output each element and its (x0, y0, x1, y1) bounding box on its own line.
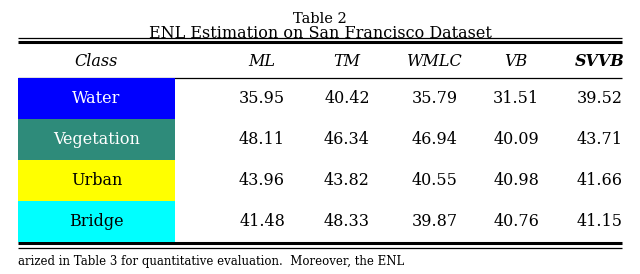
Text: SVVB: SVVB (575, 53, 625, 70)
Text: 31.51: 31.51 (493, 90, 539, 107)
Text: Bridge: Bridge (69, 213, 124, 230)
Text: Class: Class (75, 53, 118, 70)
Text: 48.11: 48.11 (239, 131, 285, 148)
Text: WMLC: WMLC (407, 53, 463, 70)
Text: 41.66: 41.66 (577, 172, 623, 189)
Text: TM: TM (333, 53, 360, 70)
Text: 41.15: 41.15 (577, 213, 623, 230)
Text: VB: VB (504, 53, 527, 70)
Text: Table 2: Table 2 (293, 12, 347, 26)
Text: 43.82: 43.82 (324, 172, 370, 189)
Text: 46.34: 46.34 (324, 131, 370, 148)
Text: 40.09: 40.09 (493, 131, 539, 148)
Text: 40.55: 40.55 (412, 172, 458, 189)
Text: 41.48: 41.48 (239, 213, 285, 230)
Text: Urban: Urban (71, 172, 122, 189)
Bar (18, 160, 175, 201)
Text: 46.94: 46.94 (412, 131, 458, 148)
Text: Vegetation: Vegetation (53, 131, 140, 148)
Text: 35.95: 35.95 (239, 90, 285, 107)
Bar (18, 78, 175, 119)
Text: 40.76: 40.76 (493, 213, 539, 230)
Text: ML: ML (248, 53, 275, 70)
Text: 35.79: 35.79 (412, 90, 458, 107)
Text: 40.42: 40.42 (324, 90, 370, 107)
Bar (18, 201, 175, 242)
Text: 48.33: 48.33 (324, 213, 370, 230)
Text: 39.52: 39.52 (577, 90, 623, 107)
Text: ENL Estimation on San Francisco Dataset: ENL Estimation on San Francisco Dataset (148, 25, 492, 42)
Bar (18, 119, 175, 160)
Text: 40.98: 40.98 (493, 172, 539, 189)
Text: Water: Water (72, 90, 121, 107)
Text: 43.96: 43.96 (239, 172, 285, 189)
Text: arized in Table 3 for quantitative evaluation.  Moreover, the ENL: arized in Table 3 for quantitative evalu… (18, 255, 404, 269)
Text: 43.71: 43.71 (577, 131, 623, 148)
Text: 39.87: 39.87 (412, 213, 458, 230)
